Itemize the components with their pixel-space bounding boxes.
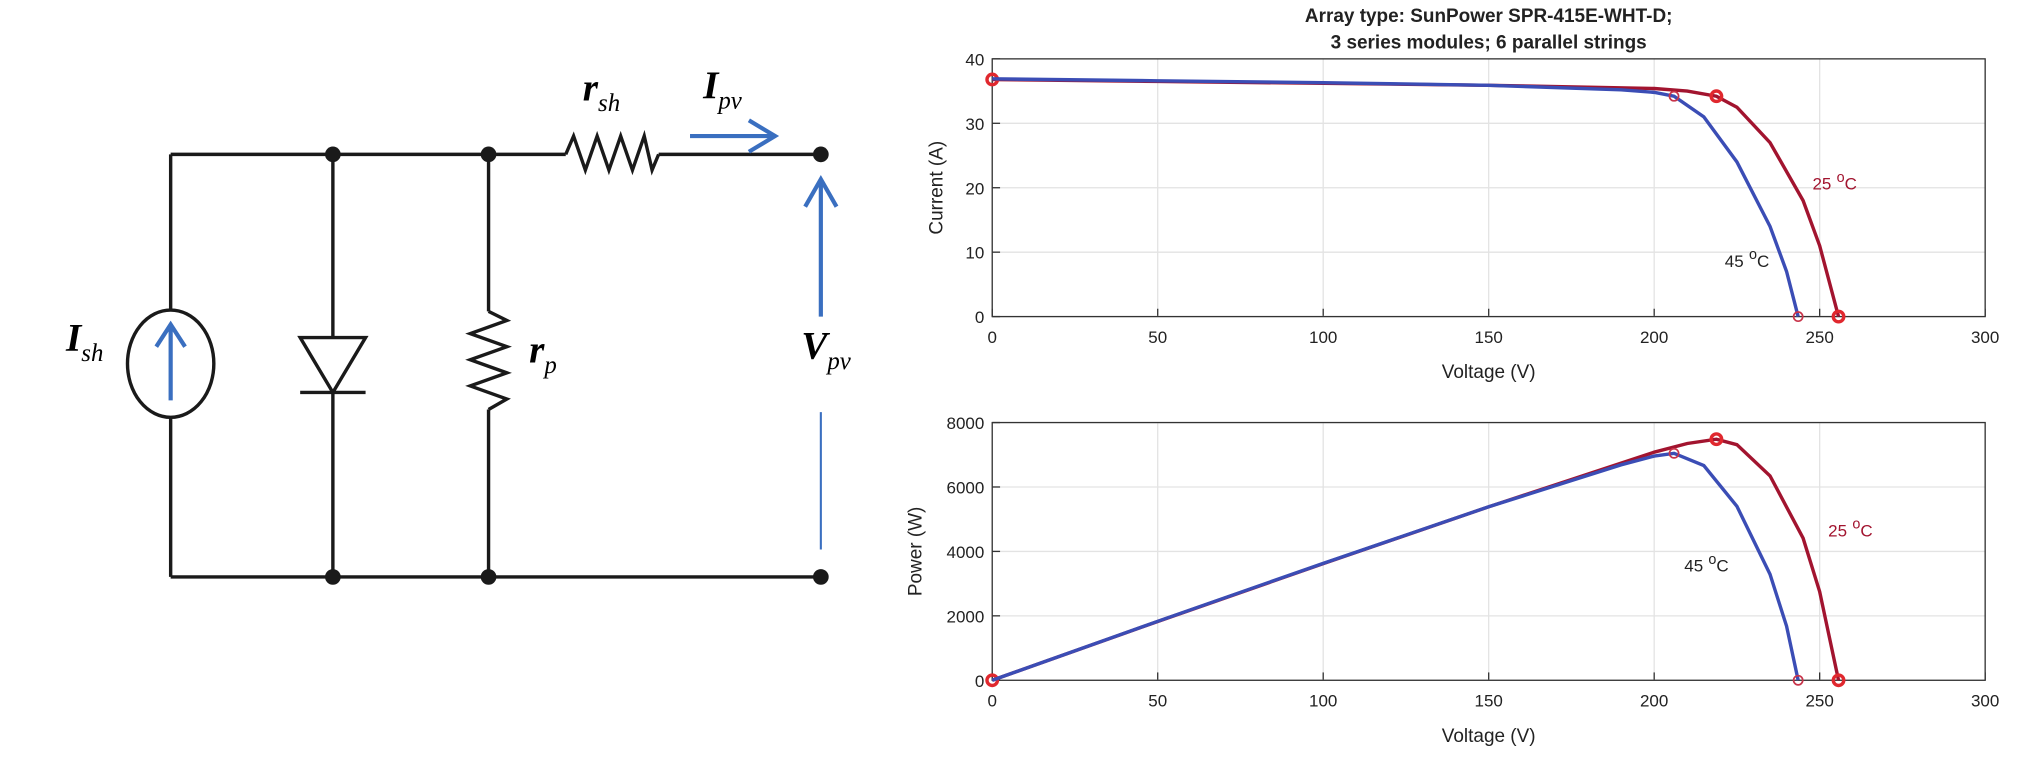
annotation-unit: C bbox=[1845, 175, 1857, 194]
y-axis-label: Power (W) bbox=[906, 507, 927, 597]
annotation-unit: C bbox=[1860, 521, 1872, 540]
x-tick-label: 150 bbox=[1475, 691, 1503, 710]
resistor-rsh bbox=[564, 129, 661, 176]
annotation-number: 45 bbox=[1725, 252, 1744, 271]
x-tick-label: 200 bbox=[1640, 328, 1668, 347]
y-tick-label: 40 bbox=[965, 50, 984, 69]
x-axis-label: Voltage (V) bbox=[1442, 726, 1536, 747]
label-sub: pv bbox=[716, 88, 742, 115]
y-tick-label: 0 bbox=[975, 672, 984, 691]
y-tick-label: 6000 bbox=[947, 479, 985, 498]
label-sub: sh bbox=[598, 90, 620, 117]
wire bbox=[168, 152, 821, 579]
label-sub: p bbox=[542, 352, 556, 379]
x-axis-label: Voltage (V) bbox=[1442, 362, 1536, 383]
circuit-label: Ish bbox=[65, 317, 103, 367]
y-tick-label: 8000 bbox=[947, 414, 985, 433]
x-tick-label: 250 bbox=[1805, 328, 1833, 347]
annotation-sup: o bbox=[1852, 517, 1860, 533]
x-tick-label: 100 bbox=[1309, 328, 1337, 347]
label-main: r bbox=[583, 67, 599, 110]
annotation-unit: C bbox=[1716, 557, 1728, 576]
vpv-arrow bbox=[803, 175, 839, 317]
circuit-label: Ipv bbox=[702, 64, 743, 114]
diode bbox=[297, 335, 369, 396]
series-annotation: 25 oC bbox=[1812, 170, 1856, 194]
series-line bbox=[991, 451, 1800, 682]
marker bbox=[1831, 309, 1846, 324]
nodes bbox=[325, 146, 829, 585]
marker bbox=[1668, 90, 1680, 102]
y-tick-label: 10 bbox=[965, 244, 984, 263]
annotation-unit: C bbox=[1757, 252, 1769, 271]
x-tick-label: 200 bbox=[1640, 691, 1668, 710]
series-annotation: 45 oC bbox=[1725, 247, 1769, 271]
x-tick-label: 0 bbox=[987, 328, 996, 347]
label-sub: sh bbox=[81, 340, 103, 367]
annotation-number: 45 bbox=[1684, 557, 1703, 576]
chart-title: 3 series modules; 6 parallel strings bbox=[1331, 32, 1647, 53]
x-tick-label: 50 bbox=[1148, 328, 1167, 347]
circuit-label: rp bbox=[529, 328, 557, 378]
marker bbox=[1709, 89, 1724, 104]
y-axis-label: Current (A) bbox=[927, 141, 948, 235]
circuit-label: Vpv bbox=[801, 324, 852, 374]
x-tick-label: 300 bbox=[1971, 328, 1999, 347]
annotation-sup: o bbox=[1708, 552, 1716, 568]
marker bbox=[1709, 432, 1724, 447]
marker bbox=[1668, 447, 1680, 459]
annotation-sup: o bbox=[1749, 247, 1757, 263]
circuit-label: rsh bbox=[583, 67, 620, 117]
marker bbox=[1792, 674, 1804, 686]
series-annotation: 25 oC bbox=[1828, 517, 1872, 541]
annotation-sup: o bbox=[1837, 170, 1845, 186]
source-arrow bbox=[154, 320, 187, 401]
marker bbox=[1831, 673, 1846, 688]
x-tick-label: 0 bbox=[987, 691, 996, 710]
current-source bbox=[125, 308, 216, 420]
x-tick-label: 300 bbox=[1971, 691, 1999, 710]
circuit bbox=[125, 118, 839, 585]
series-annotation: 45 oC bbox=[1684, 552, 1728, 576]
x-tick-label: 150 bbox=[1475, 328, 1503, 347]
axes-box bbox=[991, 58, 1986, 318]
annotation-number: 25 bbox=[1812, 175, 1831, 194]
chart-title: Array type: SunPower SPR-415E-WHT-D; bbox=[1305, 6, 1673, 27]
x-tick-label: 250 bbox=[1805, 691, 1833, 710]
label-main: r bbox=[529, 328, 545, 371]
marker bbox=[985, 673, 1000, 688]
marker bbox=[1792, 311, 1804, 323]
annotation-number: 25 bbox=[1828, 521, 1847, 540]
y-tick-label: 2000 bbox=[947, 607, 985, 626]
ipv-arrow bbox=[690, 118, 780, 154]
series-line bbox=[992, 77, 1800, 318]
label-main: I bbox=[702, 64, 720, 107]
y-tick-label: 30 bbox=[965, 115, 984, 134]
y-tick-label: 4000 bbox=[947, 543, 985, 562]
label-sub: pv bbox=[825, 348, 851, 375]
x-tick-label: 50 bbox=[1148, 691, 1167, 710]
label-main: V bbox=[801, 324, 830, 367]
resistor-rp bbox=[465, 309, 512, 411]
axes-box bbox=[991, 421, 1986, 681]
x-tick-label: 100 bbox=[1309, 691, 1337, 710]
y-tick-label: 20 bbox=[965, 179, 984, 198]
y-tick-label: 0 bbox=[975, 308, 984, 327]
label-main: I bbox=[65, 317, 83, 360]
